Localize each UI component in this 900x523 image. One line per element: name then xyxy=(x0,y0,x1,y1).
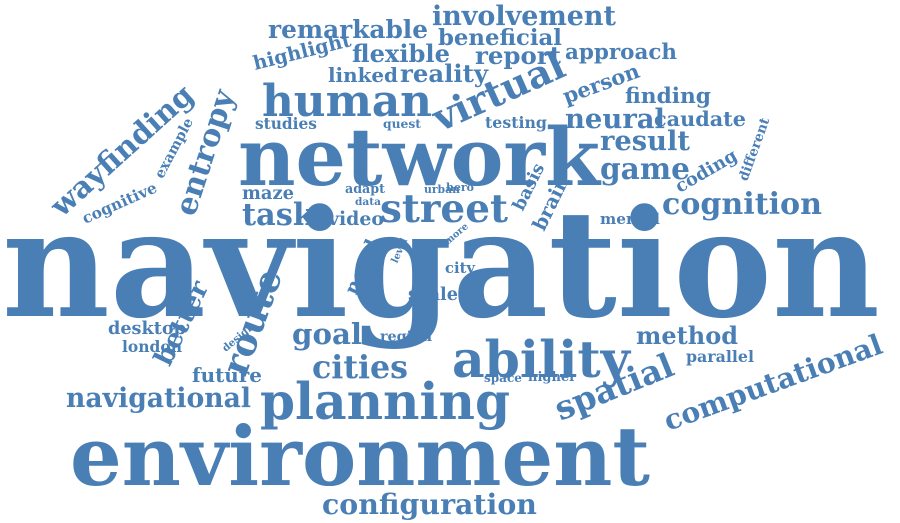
word-ability: ability xyxy=(452,329,630,389)
word-studies: studies xyxy=(255,115,317,134)
word-task: task xyxy=(242,197,314,233)
word-goal: goal xyxy=(292,317,362,351)
word-involvement: involvement xyxy=(432,0,616,32)
word-testing: testing xyxy=(485,113,547,133)
word-approach: approach xyxy=(565,40,677,66)
word-higher: higher xyxy=(528,370,576,386)
word-data: data xyxy=(355,196,381,209)
word-method: method xyxy=(636,321,738,351)
word-parallel: parallel xyxy=(686,347,754,366)
word-urban: urban xyxy=(424,183,460,197)
word-network: network xyxy=(238,111,600,205)
word-planning: planning xyxy=(260,371,510,431)
word-navigation: navigation xyxy=(2,177,880,352)
word-cognition: cognition xyxy=(662,187,822,223)
word-quest: quest xyxy=(383,115,421,131)
word-hero: hero xyxy=(446,181,474,194)
word-video: video xyxy=(328,207,384,230)
word-linked: linked xyxy=(328,62,398,87)
word-remarkable: remarkable xyxy=(268,14,428,44)
word-scale: scale xyxy=(408,283,458,305)
word-finding: finding xyxy=(625,84,711,110)
word-london: london xyxy=(122,337,183,357)
word-caudate: caudate xyxy=(654,106,746,131)
word-street: street xyxy=(380,186,508,233)
word-adapt: adapt xyxy=(345,180,385,196)
word-game: game xyxy=(600,150,690,186)
word-configuration: configuration xyxy=(322,486,537,521)
word-maze: maze xyxy=(242,183,294,205)
word-space: space xyxy=(484,371,522,386)
word-mental: mental xyxy=(600,210,660,229)
word-reality: reality xyxy=(400,59,488,88)
word-future: future xyxy=(192,362,262,387)
word-neural: neural xyxy=(565,102,665,135)
word-city: city xyxy=(445,259,475,277)
word-report: report xyxy=(475,41,561,70)
word-region: region xyxy=(380,329,432,346)
word-desktop: desktop xyxy=(108,317,186,339)
word-beneficial: beneficial xyxy=(438,25,562,52)
word-human: human xyxy=(262,76,432,128)
word-navigational: navigational xyxy=(66,383,251,415)
word-result: result xyxy=(600,124,690,157)
word-environment: environment xyxy=(70,410,650,506)
word-flexible: flexible xyxy=(352,39,450,69)
word-cities: cities xyxy=(312,349,408,386)
